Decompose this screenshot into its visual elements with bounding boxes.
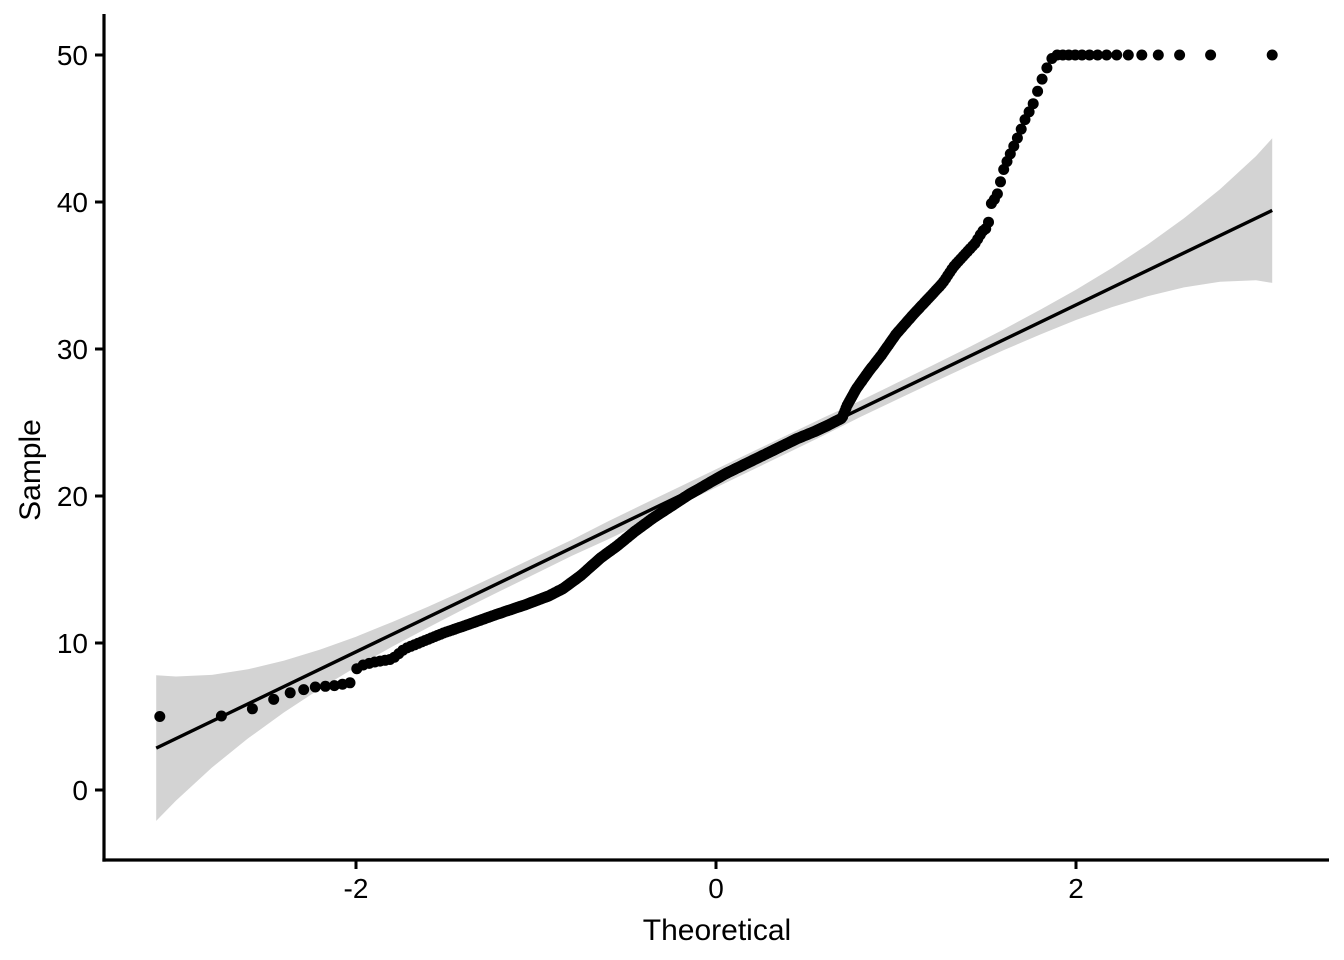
x-tick-label: 2 <box>1068 873 1084 904</box>
qq-point <box>246 703 258 715</box>
qq-point <box>1205 49 1217 61</box>
qq-point <box>309 681 321 693</box>
qq-point <box>1015 123 1027 135</box>
qq-point <box>1174 49 1186 61</box>
qq-point <box>1122 49 1134 61</box>
qq-point <box>1101 49 1113 61</box>
qq-point <box>154 711 166 722</box>
y-axis-title: Sample <box>14 419 47 521</box>
qq-point <box>328 680 340 692</box>
y-tick-label: 40 <box>57 187 88 218</box>
qq-point <box>284 687 296 699</box>
y-tick-label: 0 <box>72 775 88 806</box>
qq-point <box>319 680 331 692</box>
axes <box>95 14 1329 869</box>
qq-point <box>215 710 227 722</box>
qq-point <box>1036 73 1048 85</box>
y-axis-tick-labels: 0 10 20 30 40 50 <box>57 40 88 806</box>
qq-point <box>1266 49 1278 61</box>
qq-point <box>1152 49 1164 61</box>
y-tick-label: 50 <box>57 40 88 71</box>
x-tick-label: -2 <box>344 873 369 904</box>
qq-point <box>983 216 994 228</box>
qq-points <box>154 49 1278 722</box>
qq-point <box>344 677 356 689</box>
qq-point <box>991 188 1003 200</box>
qq-point <box>1023 106 1035 118</box>
x-axis-title: Theoretical <box>643 914 791 947</box>
x-axis-tick-labels: -2 0 2 <box>344 873 1084 904</box>
y-tick-label: 10 <box>57 628 88 659</box>
qq-point <box>1092 49 1104 61</box>
qq-point <box>1136 49 1148 61</box>
y-tick-label: 20 <box>57 481 88 512</box>
x-tick-label: 0 <box>708 873 724 904</box>
qq-point <box>1027 98 1039 110</box>
qq-point <box>1032 85 1044 97</box>
qq-point <box>1084 49 1095 61</box>
qq-point <box>1111 49 1123 61</box>
qq-point <box>1041 62 1053 74</box>
qq-point <box>268 693 280 705</box>
qq-point <box>995 176 1006 188</box>
y-tick-label: 30 <box>57 334 88 365</box>
qq-point <box>298 684 310 696</box>
qq-point <box>1011 132 1023 144</box>
